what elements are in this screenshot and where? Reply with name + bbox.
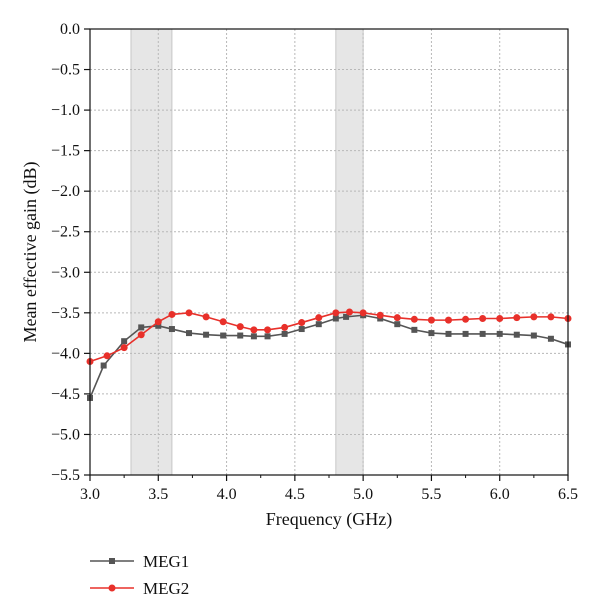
data-point-meg2 — [345, 308, 353, 316]
data-point-meg1 — [462, 330, 469, 337]
data-point-meg2 — [410, 315, 418, 323]
y-tick-label: 0.0 — [60, 21, 80, 38]
y-tick-label: −3.0 — [51, 264, 80, 281]
data-point-meg1 — [250, 333, 257, 340]
data-point-meg1 — [264, 333, 271, 340]
data-point-meg1 — [343, 313, 350, 320]
data-point-meg1 — [332, 315, 339, 322]
legend: MEG1 MEG2 — [90, 552, 189, 598]
data-point-meg2 — [332, 309, 340, 317]
data-point-meg2 — [120, 344, 128, 352]
bands-layer — [130, 29, 364, 475]
ticks-layer: 3.0 3.5 4.0 4.5 5.0 5.5 6.0 6.5 0.0 −0.5 −1.0 −1.5 −… — [51, 21, 578, 503]
data-point-meg1 — [237, 332, 244, 339]
data-point-meg2 — [250, 326, 258, 334]
data-point-meg1 — [315, 321, 322, 328]
data-point-meg1 — [220, 332, 227, 339]
data-point-meg2 — [462, 315, 470, 323]
data-point-meg1 — [186, 330, 193, 337]
legend-item-meg2: MEG2 — [90, 579, 189, 598]
data-point-meg2 — [154, 318, 162, 326]
legend-marker — [109, 558, 115, 564]
data-point-meg2 — [202, 313, 210, 321]
data-point-meg2 — [281, 323, 289, 331]
y-tick-label: −2.5 — [51, 224, 80, 241]
data-point-meg2 — [376, 311, 384, 319]
data-point-meg1 — [411, 326, 418, 333]
data-point-meg1 — [479, 330, 486, 337]
data-point-meg1 — [155, 322, 162, 329]
data-point-meg1 — [445, 330, 452, 337]
y-tick-label: −5.5 — [51, 467, 80, 484]
legend-label: MEG2 — [143, 579, 189, 598]
data-point-meg2 — [479, 314, 487, 322]
x-tick-label: 3.0 — [80, 486, 100, 503]
x-tick-label: 5.0 — [353, 486, 373, 503]
data-point-meg2 — [547, 313, 555, 321]
data-point-meg2 — [315, 314, 323, 322]
data-point-meg1 — [428, 330, 435, 337]
y-tick-label: −1.0 — [51, 102, 80, 119]
data-point-meg1 — [203, 331, 210, 338]
data-point-meg1 — [298, 326, 305, 333]
data-point-meg2 — [137, 331, 145, 339]
x-tick-label: 6.0 — [490, 486, 510, 503]
legend-label: MEG1 — [143, 552, 189, 571]
data-point-meg2 — [236, 323, 244, 331]
data-point-meg1 — [138, 324, 145, 331]
y-tick-label: −1.5 — [51, 143, 80, 160]
series-meg2 — [86, 308, 572, 365]
data-point-meg1 — [281, 330, 288, 337]
data-point-meg2 — [298, 319, 306, 327]
x-axis-title: Frequency (GHz) — [266, 509, 392, 530]
data-point-meg2 — [393, 314, 401, 322]
data-point-meg2 — [530, 313, 538, 321]
data-point-meg1 — [168, 326, 175, 333]
data-point-meg2 — [264, 326, 272, 334]
y-axis-title: Mean effective gain (dB) — [20, 161, 41, 342]
data-point-meg2 — [219, 318, 227, 326]
y-tick-label: −4.5 — [51, 386, 80, 403]
x-tick-label: 6.5 — [558, 486, 578, 503]
x-tick-label: 4.5 — [285, 486, 305, 503]
data-point-meg2 — [496, 314, 504, 322]
legend-marker — [108, 584, 116, 592]
y-tick-label: −0.5 — [51, 62, 80, 79]
y-tick-label: −4.0 — [51, 345, 80, 362]
y-tick-label: −2.0 — [51, 183, 80, 200]
shaded-band-1 — [130, 29, 172, 475]
data-point-meg1 — [513, 331, 520, 338]
data-point-meg1 — [100, 362, 107, 369]
data-point-meg1 — [496, 330, 503, 337]
data-point-meg2 — [103, 352, 111, 360]
legend-item-meg1: MEG1 — [90, 552, 189, 571]
y-tick-label: −5.0 — [51, 426, 80, 443]
data-point-meg2 — [185, 309, 193, 317]
x-tick-label: 5.5 — [421, 486, 441, 503]
data-point-meg2 — [168, 310, 176, 318]
data-point-meg1 — [530, 332, 537, 339]
x-tick-label: 4.0 — [217, 486, 237, 503]
data-point-meg1 — [121, 338, 128, 345]
x-tick-label: 3.5 — [148, 486, 168, 503]
y-tick-label: −3.5 — [51, 305, 80, 322]
data-point-meg2 — [427, 316, 435, 324]
data-point-meg2 — [513, 314, 521, 322]
data-point-meg1 — [547, 335, 554, 342]
data-point-meg2 — [445, 316, 452, 324]
data-point-meg1 — [394, 321, 401, 328]
data-point-meg2 — [359, 309, 367, 317]
shaded-band-2 — [335, 29, 364, 475]
